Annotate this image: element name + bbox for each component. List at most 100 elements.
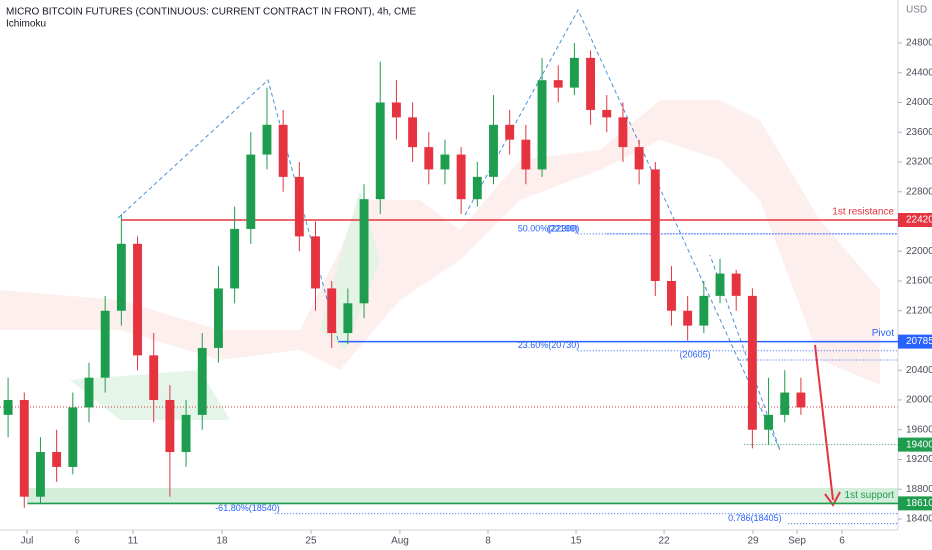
price-badge-label: 19400 — [906, 439, 932, 450]
x-tick-label: Jul — [21, 536, 34, 547]
candle-body — [359, 199, 369, 304]
support-zone — [27, 488, 898, 505]
candle-body — [262, 124, 272, 155]
x-tick-label: 18 — [216, 536, 228, 547]
x-tick-label: 25 — [305, 536, 317, 547]
level-name: Pivot — [872, 328, 894, 339]
level-name: 1st resistance — [832, 207, 894, 218]
y-tick-label: 24000 — [906, 97, 932, 108]
projection-arrow — [814, 344, 834, 501]
fib-label: (22199) — [547, 223, 578, 233]
fib-label: 23.60%(20730) — [518, 340, 580, 350]
candle-body — [424, 147, 434, 170]
candle-body — [618, 117, 628, 148]
y-tick-label: 22800 — [906, 186, 932, 197]
level-name: 1st support — [845, 490, 895, 501]
y-tick-label: 19600 — [906, 424, 932, 435]
candle-body — [472, 176, 482, 200]
y-tick-label: 18400 — [906, 514, 932, 525]
candle-body — [634, 147, 644, 170]
y-tick-label: 20000 — [906, 395, 932, 406]
candle-body — [197, 347, 207, 415]
candle-body — [149, 355, 159, 400]
chart-title: MICRO BITCOIN FUTURES (CONTINUOUS: CURRE… — [6, 7, 417, 18]
candle-body — [230, 228, 240, 289]
candle-body — [667, 280, 676, 311]
price-badge-label: 20785 — [906, 336, 932, 347]
candle-body — [731, 273, 741, 296]
candle-body — [311, 236, 320, 289]
fib-label: 50.00%(22300) — [518, 223, 580, 233]
y-tick-label: 19200 — [906, 454, 932, 465]
candle-body — [505, 124, 515, 140]
x-tick-label: 22 — [658, 536, 670, 547]
candle-body — [391, 102, 401, 118]
candle-body — [375, 102, 385, 200]
candle-body — [764, 414, 774, 430]
x-tick-label: 15 — [570, 536, 582, 547]
candle-body — [278, 124, 288, 177]
candle-body — [165, 399, 175, 453]
candle-body — [553, 80, 563, 88]
candle-body — [602, 109, 612, 118]
pattern-line — [117, 79, 339, 341]
candle-body — [68, 407, 78, 467]
x-tick-label: Aug — [391, 536, 409, 547]
candle-body — [780, 392, 790, 415]
x-tick-label: 29 — [747, 536, 759, 547]
candle-body — [586, 57, 596, 110]
candle-body — [683, 310, 693, 326]
ichimoku-cloud — [0, 100, 880, 385]
y-tick-label: 24400 — [906, 67, 932, 78]
candle-body — [327, 288, 337, 334]
candle-body — [537, 80, 547, 170]
candle-body — [294, 176, 304, 237]
candle-body — [489, 124, 498, 177]
candle-body — [440, 154, 450, 170]
candle-body — [715, 273, 725, 296]
y-tick-label: 24800 — [906, 38, 932, 49]
candle-body — [181, 414, 191, 453]
price-badge-label: 22420 — [906, 215, 932, 226]
candle-body — [213, 288, 223, 348]
candle-body — [699, 295, 709, 326]
projection-arrow-head — [824, 491, 841, 507]
price-badge — [898, 213, 932, 228]
y-tick-label: 23200 — [906, 157, 932, 168]
candle-body — [456, 154, 466, 200]
candle-body — [133, 243, 142, 356]
x-tick-label: 8 — [485, 536, 491, 547]
candle-body — [747, 295, 757, 430]
candle-body — [343, 303, 353, 334]
price-badge-label: 18610 — [906, 498, 932, 509]
y-tick-label: 21200 — [906, 305, 932, 316]
candle-body — [84, 377, 94, 408]
candle-body — [796, 392, 806, 408]
candle-body — [650, 169, 660, 281]
y-tick-label: 20400 — [906, 365, 932, 376]
candle-body — [3, 399, 13, 415]
pattern-line — [464, 8, 781, 451]
candle-body — [569, 57, 579, 88]
y-tick-label: 21600 — [906, 276, 932, 287]
y-tick-label: 22000 — [906, 246, 932, 257]
chart-subtitle: Ichimoku — [6, 19, 46, 30]
candle-body — [52, 452, 62, 467]
fib-label: -61.80%(18540) — [215, 503, 280, 513]
candle-body — [100, 310, 110, 378]
x-tick-label: 6 — [74, 536, 80, 547]
candle-body — [246, 154, 256, 229]
candle-body — [116, 243, 126, 311]
fib-label: 0.786(18405) — [728, 513, 782, 523]
y-tick-label: 23600 — [906, 127, 932, 138]
y-tick-label: 18800 — [906, 484, 932, 495]
candle-body — [36, 452, 45, 497]
price-badge — [898, 496, 932, 511]
price-badge — [898, 437, 932, 452]
price-badge — [898, 334, 932, 349]
x-tick-label: Sep — [788, 536, 806, 547]
x-tick-label: 11 — [128, 536, 139, 547]
candle-body — [521, 139, 531, 170]
currency-label: USD — [906, 5, 927, 16]
